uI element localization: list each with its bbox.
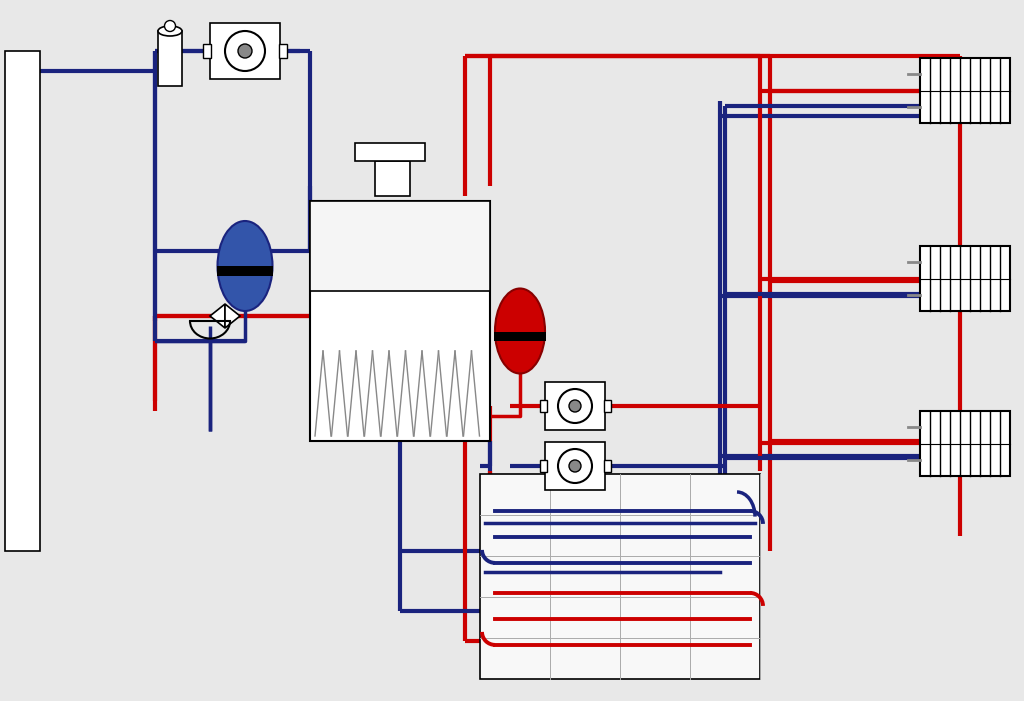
- Ellipse shape: [158, 26, 182, 36]
- Bar: [217, 266, 273, 276]
- Circle shape: [165, 20, 175, 32]
- Bar: [920, 411, 1010, 476]
- Circle shape: [569, 460, 581, 472]
- Bar: [545, 382, 605, 430]
- Bar: [203, 44, 211, 58]
- Bar: [310, 201, 490, 441]
- Bar: [920, 58, 1010, 123]
- Bar: [310, 201, 490, 291]
- Polygon shape: [210, 304, 225, 328]
- Circle shape: [569, 400, 581, 412]
- Bar: [603, 460, 610, 472]
- Bar: [5, 51, 40, 551]
- Bar: [375, 161, 410, 196]
- Bar: [603, 400, 610, 412]
- Circle shape: [558, 389, 592, 423]
- Bar: [540, 460, 547, 472]
- Bar: [545, 442, 605, 490]
- Bar: [540, 400, 547, 412]
- Bar: [279, 44, 287, 58]
- Bar: [355, 143, 425, 161]
- Bar: [158, 31, 182, 86]
- Ellipse shape: [495, 289, 545, 374]
- Polygon shape: [225, 304, 240, 328]
- Bar: [494, 332, 546, 341]
- Circle shape: [225, 31, 265, 71]
- Circle shape: [558, 449, 592, 483]
- Ellipse shape: [217, 221, 272, 311]
- Circle shape: [238, 44, 252, 58]
- Bar: [920, 246, 1010, 311]
- Bar: [210, 23, 280, 79]
- Bar: [480, 474, 760, 679]
